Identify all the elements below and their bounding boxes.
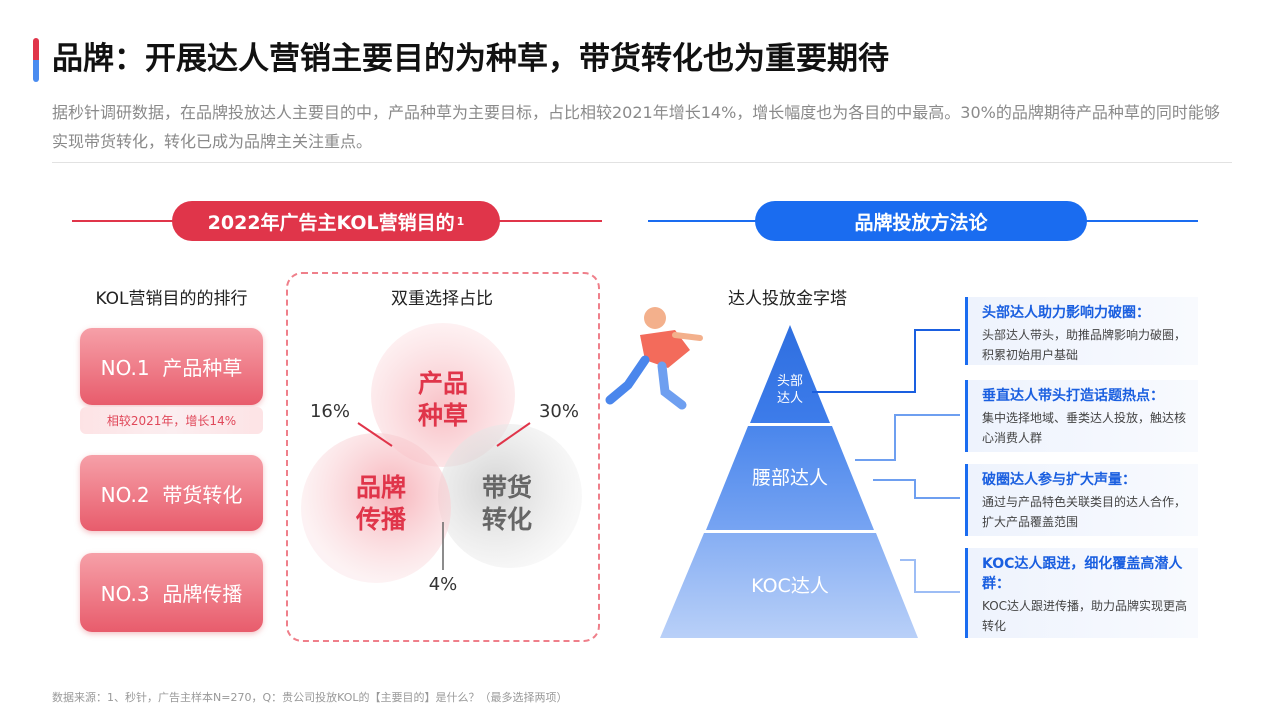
overlap-label: 4% bbox=[429, 574, 458, 595]
pointer bbox=[357, 422, 393, 447]
footnote: 数据来源：1、秒针，广告主样本N=270，Q：贵公司投放KOL的【主要目的】是什… bbox=[52, 691, 568, 704]
card: 垂直达人带头打造话题热点： 集中选择地域、垂类达人投放，触达核心消费人群 bbox=[965, 380, 1198, 452]
right-header: 品牌投放方法论 bbox=[755, 201, 1087, 241]
overlap-label: 16% bbox=[310, 401, 350, 422]
card: KOC达人跟进，细化覆盖高潜人群： KOC达人跟进传播，助力品牌实现更高转化 bbox=[965, 548, 1198, 638]
pyramid-label: 头部 bbox=[777, 374, 803, 389]
pyramid-level bbox=[660, 533, 918, 638]
pyramid-label: 腰部达人 bbox=[752, 467, 828, 489]
title-bar-top bbox=[33, 38, 39, 60]
subtitle: 据秒针调研数据，在品牌投放达人主要目的中，产品种草为主要目标，占比相较2021年… bbox=[52, 103, 1220, 151]
card-title: KOC达人跟进，细化覆盖高潜人群： bbox=[982, 556, 1183, 592]
left-header: 2022年广告主KOL营销目的 1 bbox=[172, 201, 500, 241]
left-header-text: 2022年广告主KOL营销目的 bbox=[207, 211, 455, 234]
venn-box bbox=[286, 272, 600, 642]
venn-label: 带货 bbox=[482, 473, 532, 502]
venn-heading: 双重选择占比 bbox=[391, 289, 493, 309]
card-title: 破圈达人参与扩大声量： bbox=[982, 472, 1136, 488]
venn-label: 产品 bbox=[418, 369, 468, 398]
pyramid-label: KOC达人 bbox=[751, 575, 829, 597]
venn-circle bbox=[301, 433, 451, 583]
pyramid-heading: 达人投放金字塔 bbox=[728, 289, 847, 309]
connector bbox=[812, 329, 960, 393]
card: 头部达人助力影响力破圈： 头部达人带头，助推品牌影响力破圈，积累初始用户基础 bbox=[965, 297, 1198, 365]
connector bbox=[873, 479, 960, 499]
rank-item: NO.1 产品种草 bbox=[80, 328, 263, 405]
venn-circle bbox=[438, 424, 582, 568]
rank-item: NO.3 品牌传播 bbox=[80, 553, 263, 632]
card-body: 头部达人带头，助推品牌影响力破圈，积累初始用户基础 bbox=[982, 328, 1187, 362]
pyramid-level bbox=[706, 426, 874, 530]
venn-label: 传播 bbox=[355, 505, 407, 534]
ranking-heading: KOL营销目的的排行 bbox=[95, 289, 248, 309]
card: 破圈达人参与扩大声量： 通过与产品特色关联类目的达人合作，扩大产品覆盖范围 bbox=[965, 464, 1198, 536]
connector bbox=[855, 414, 960, 461]
pyramid-label: 达人 bbox=[777, 391, 803, 406]
overlap-label: 30% bbox=[539, 401, 579, 422]
venn-label: 转化 bbox=[482, 505, 532, 534]
runner-illustration bbox=[605, 307, 703, 410]
card-body: 集中选择地域、垂类达人投放，触达核心消费人群 bbox=[982, 411, 1187, 445]
rank-note: 相较2021年，增长14% bbox=[80, 407, 263, 434]
connector bbox=[900, 559, 960, 593]
venn-label: 种草 bbox=[418, 401, 468, 430]
divider bbox=[52, 162, 1232, 163]
rank-item: NO.2 带货转化 bbox=[80, 455, 263, 531]
venn-label: 品牌 bbox=[356, 473, 406, 502]
pyramid-level bbox=[750, 325, 830, 423]
title-bar-bottom bbox=[33, 60, 39, 82]
right-header-text: 品牌投放方法论 bbox=[854, 211, 988, 234]
venn-circle bbox=[371, 323, 515, 467]
card-body: KOC达人跟进传播，助力品牌实现更高转化 bbox=[982, 599, 1188, 633]
left-header-note: 1 bbox=[456, 214, 465, 228]
title: 品牌：开展达人营销主要目的为种草，带货转化也为重要期待 bbox=[52, 41, 889, 77]
card-title: 头部达人助力影响力破圈： bbox=[982, 305, 1150, 321]
card-title: 垂直达人带头打造话题热点： bbox=[982, 388, 1164, 404]
pointer bbox=[496, 422, 531, 447]
card-body: 通过与产品特色关联类目的达人合作，扩大产品覆盖范围 bbox=[982, 495, 1187, 529]
